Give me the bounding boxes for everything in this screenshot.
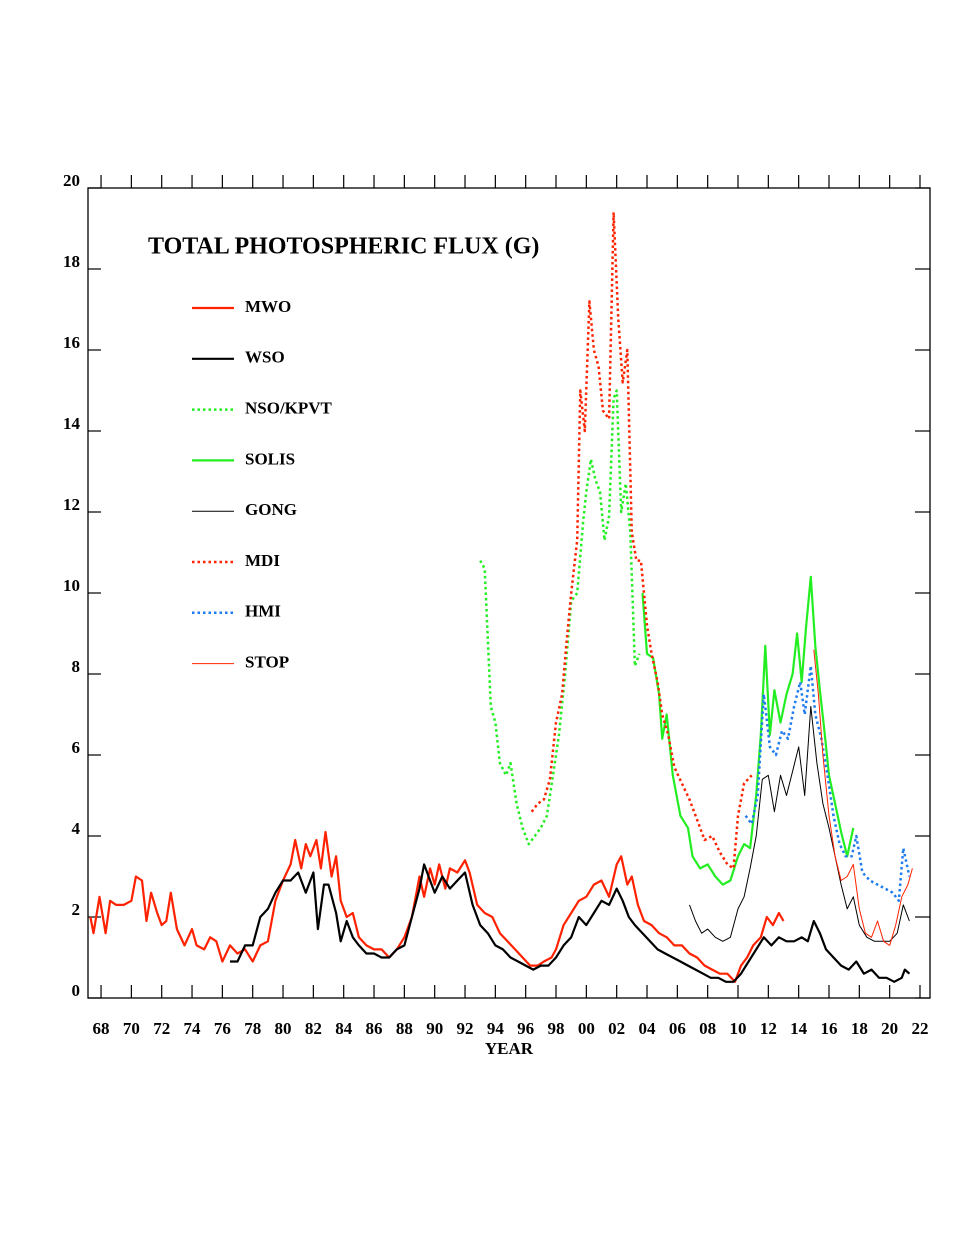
x-tick-label: 78	[244, 1019, 261, 1038]
legend-label: MDI	[245, 551, 280, 570]
series-line	[230, 863, 911, 983]
x-tick-label: 82	[305, 1019, 322, 1038]
x-tick-label: 06	[669, 1019, 686, 1038]
legend-label: NSO/KPVT	[245, 399, 333, 418]
x-tick-label: 16	[820, 1019, 837, 1038]
series-line	[641, 575, 855, 886]
y-tick-label: 4	[72, 819, 81, 838]
y-tick-label: 2	[72, 900, 81, 919]
x-tick-label: 98	[548, 1019, 565, 1038]
x-axis-label: YEAR	[485, 1039, 534, 1058]
legend-label: SOLIS	[245, 449, 295, 468]
y-tick-label: 10	[63, 576, 80, 595]
x-tick-label: 68	[93, 1019, 110, 1038]
y-tick-label: 14	[63, 414, 81, 433]
x-tick-label: 72	[153, 1019, 170, 1038]
series-line	[89, 830, 785, 983]
y-tick-label: 20	[63, 171, 80, 190]
x-tick-label: 70	[123, 1019, 140, 1038]
y-tick-label: 18	[63, 252, 80, 271]
series-line	[689, 705, 910, 942]
series-line	[479, 389, 641, 846]
y-tick-label: 8	[72, 657, 81, 676]
chart-title: TOTAL PHOTOSPHERIC FLUX (G)	[148, 234, 539, 260]
y-tick-label: 6	[72, 738, 81, 757]
x-tick-label: 08	[699, 1019, 716, 1038]
series-line	[813, 649, 913, 946]
y-tick-label: 0	[72, 981, 81, 1000]
x-tick-label: 90	[426, 1019, 443, 1038]
x-tick-label: 20	[881, 1019, 898, 1038]
x-tick-label: 14	[790, 1019, 808, 1038]
x-tick-label: 86	[366, 1019, 383, 1038]
x-tick-label: 92	[457, 1019, 474, 1038]
legend-label: HMI	[245, 602, 281, 621]
legend-label: MWO	[245, 297, 291, 316]
y-tick-label: 12	[63, 495, 80, 514]
x-tick-label: 96	[517, 1019, 534, 1038]
x-tick-label: 18	[851, 1019, 868, 1038]
y-tick-label: 16	[63, 333, 80, 352]
x-tick-label: 12	[760, 1019, 777, 1038]
x-tick-label: 22	[911, 1019, 928, 1038]
legend-label: STOP	[245, 653, 289, 672]
x-tick-label: 74	[184, 1019, 202, 1038]
x-tick-label: 02	[608, 1019, 625, 1038]
x-tick-label: 04	[639, 1019, 657, 1038]
x-tick-label: 10	[730, 1019, 747, 1038]
x-tick-label: 00	[578, 1019, 595, 1038]
x-tick-label: 94	[487, 1019, 505, 1038]
series-line	[744, 664, 911, 903]
x-tick-label: 80	[275, 1019, 292, 1038]
x-tick-label: 84	[335, 1019, 353, 1038]
legend-label: GONG	[245, 500, 297, 519]
legend-label: WSO	[245, 348, 285, 367]
x-tick-label: 88	[396, 1019, 413, 1038]
x-tick-label: 76	[214, 1019, 231, 1038]
